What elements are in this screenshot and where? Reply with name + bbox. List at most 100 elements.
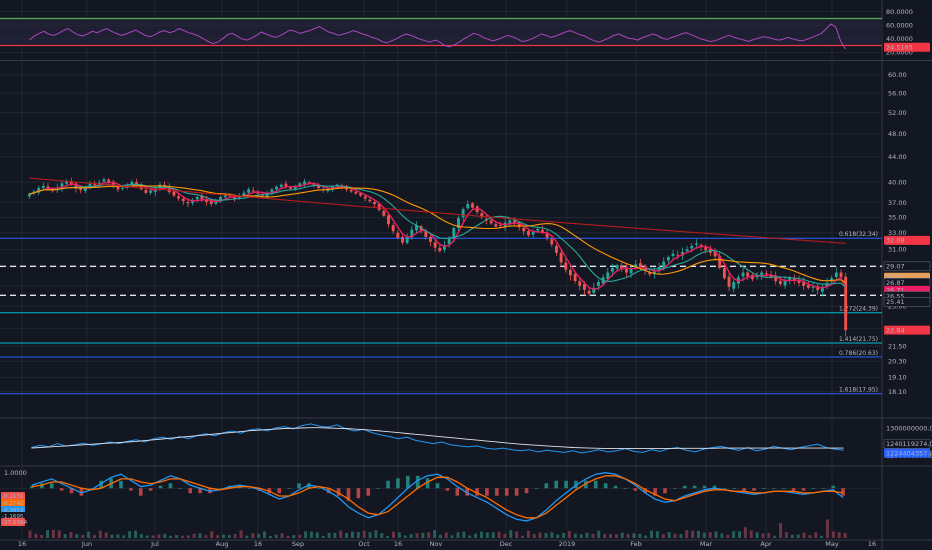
candle-body <box>447 237 451 245</box>
candle-body <box>251 190 255 192</box>
volume-bar <box>468 535 472 538</box>
candle-body <box>107 179 111 183</box>
macd-histogram-bar <box>89 488 94 489</box>
candle-body <box>363 196 367 199</box>
macd-histogram-bar <box>633 488 638 491</box>
volume-bar <box>474 533 478 538</box>
candle-body <box>606 272 610 280</box>
time-axis[interactable]: 16 Jun Jul Aug 16 Sep Oct 16 Nov Dec 2019 Feb Mar Apr… <box>18 540 876 548</box>
volume-bar <box>556 534 560 538</box>
volume-bar <box>726 534 730 538</box>
obv-value-badge: 1240119274.0627 <box>883 438 932 449</box>
candle <box>410 225 414 240</box>
volume-bar <box>802 532 806 538</box>
candle-body <box>545 232 549 238</box>
macd-histogram-bar <box>682 485 687 489</box>
volume-bar <box>192 533 196 538</box>
rsi-panel[interactable] <box>0 11 882 53</box>
volume-bar <box>350 531 354 538</box>
volume-bar <box>825 519 829 538</box>
rsi-tick-label: 40.0000 <box>886 35 913 43</box>
macd-histogram-bar <box>406 475 410 489</box>
candle-body <box>144 189 148 193</box>
candle-body <box>508 220 512 224</box>
volume-bar <box>292 535 296 538</box>
macd-histogram-bar <box>593 480 598 489</box>
candle-body <box>732 281 736 289</box>
volume-bar <box>368 532 372 538</box>
candle <box>457 215 460 232</box>
macd-histogram-bar <box>79 488 84 496</box>
price-badge-bg <box>884 235 930 245</box>
macd-panel[interactable]: 1.0000 -0.1131-0.2742-0.3953-1.1695-27.05… <box>0 469 882 538</box>
price-badge-bg <box>884 325 930 335</box>
obv-panel[interactable] <box>31 423 844 454</box>
candle-body <box>718 255 722 268</box>
time-tick-label: Jun <box>81 540 92 548</box>
volume-bar <box>122 535 126 538</box>
candle-body <box>317 185 320 189</box>
candle-body <box>279 184 283 187</box>
volume-bar <box>491 532 495 538</box>
volume-bar <box>304 531 308 538</box>
candle-body <box>359 193 362 196</box>
volume-bar <box>362 530 366 538</box>
volume-bar <box>497 531 501 538</box>
volume-bar <box>597 530 601 538</box>
candle-body <box>382 210 386 216</box>
macd-histogram-bar <box>277 488 282 494</box>
candle-body <box>172 191 176 196</box>
macd-histogram-bar <box>772 488 776 489</box>
time-tick-label: Feb <box>630 540 642 548</box>
candle-body <box>522 227 526 232</box>
candle-body <box>433 242 437 248</box>
candle-body <box>596 281 600 286</box>
volume-bar <box>128 531 132 538</box>
volume-bar <box>251 533 255 538</box>
candle-body <box>247 189 251 193</box>
candle-body <box>60 183 64 189</box>
volume-bar <box>233 533 237 538</box>
volume-bar <box>608 534 612 538</box>
macd-histogram-bar <box>138 488 143 496</box>
candle-body <box>303 181 307 185</box>
candle <box>666 255 670 264</box>
candle <box>522 226 526 236</box>
candle-body <box>587 290 591 294</box>
candle-body <box>802 282 806 286</box>
candle-body <box>592 287 596 293</box>
volume-bar <box>298 534 302 538</box>
moving-average-line <box>29 177 846 244</box>
volume-bar <box>257 533 261 538</box>
price-badge-text: 26.87 <box>886 279 905 287</box>
macd-histogram-bar <box>702 485 707 489</box>
price-panel[interactable]: 0.618(32.34) 1.272(24.39) 1.414(21.75) 0.78… <box>0 177 882 395</box>
candle <box>433 238 437 252</box>
macd-histogram-bar <box>317 488 321 489</box>
volume-bar <box>309 531 313 538</box>
volume-bar <box>274 534 278 538</box>
macd-histogram-bar <box>366 488 371 496</box>
volume-bar <box>46 530 50 538</box>
price-badge-text: 26.55 <box>886 292 905 300</box>
candle-body <box>391 225 395 232</box>
macd-histogram-bar <box>564 480 568 489</box>
volume-bar <box>550 532 554 538</box>
macd-histogram-bar <box>524 488 529 494</box>
macd-histogram-bar <box>386 480 390 489</box>
price-tick-label: 18.10 <box>888 388 907 396</box>
price-tick-label: 40.00 <box>888 178 907 186</box>
candle <box>578 277 582 291</box>
macd-histogram-bar <box>791 488 796 491</box>
candle <box>624 262 628 277</box>
candle <box>545 229 549 241</box>
macd-histogram-bar <box>247 488 252 489</box>
volume-bar <box>433 530 437 538</box>
candle-body <box>377 203 381 210</box>
macd-value-badge: -0.2742 <box>1 499 25 507</box>
candle-body <box>233 195 237 200</box>
candle-body <box>195 196 199 200</box>
candle <box>373 199 376 208</box>
